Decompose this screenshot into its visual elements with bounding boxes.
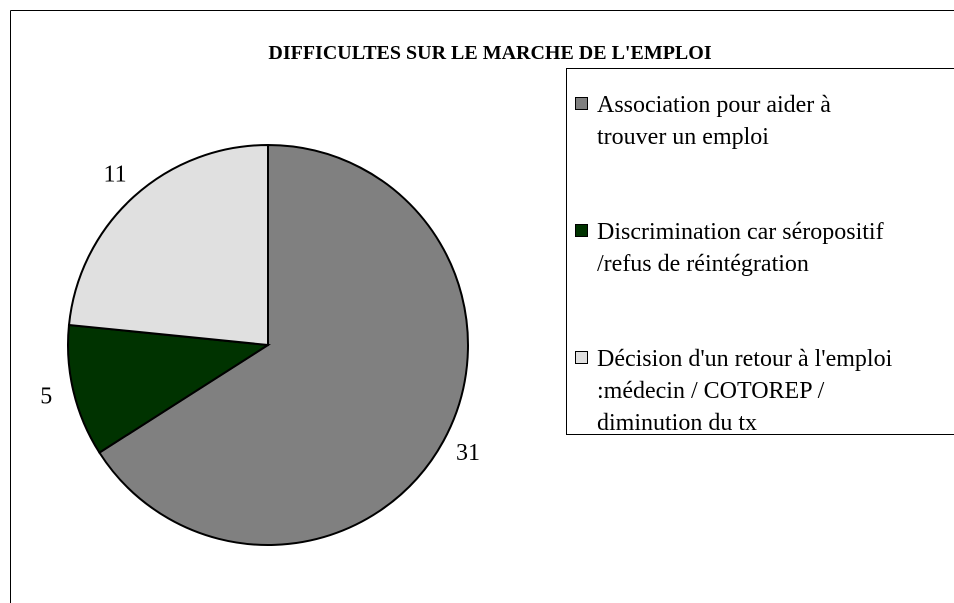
legend-label: Association pour aider à trouver un empl… bbox=[597, 92, 831, 150]
legend-label: Décision d'un retour à l'emploi :médecin… bbox=[597, 346, 893, 436]
data-label: 31 bbox=[456, 440, 480, 466]
legend-label: Discrimination car séropositif /refus de… bbox=[597, 219, 884, 277]
pie-slice bbox=[67, 323, 271, 454]
legend: Association pour aider à trouver un empl… bbox=[566, 68, 954, 436]
pie-slice bbox=[67, 143, 269, 347]
legend-swatch bbox=[575, 97, 588, 110]
chart-title: DIFFICULTES SUR LE MARCHE DE L'EMPLOI bbox=[268, 42, 711, 64]
data-label: 11 bbox=[104, 161, 127, 187]
pie-slice bbox=[98, 143, 469, 546]
legend-swatch bbox=[575, 351, 588, 364]
data-label: 5 bbox=[40, 383, 52, 409]
legend-swatch bbox=[575, 224, 588, 237]
